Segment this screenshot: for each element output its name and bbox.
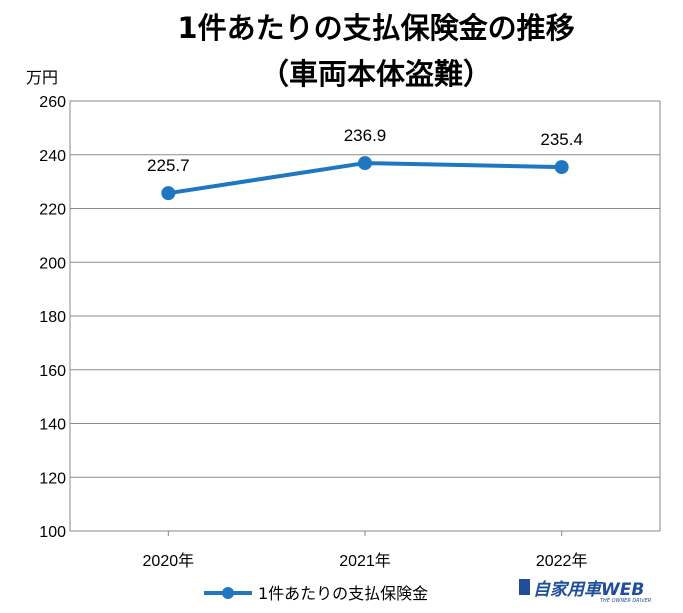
data-point	[358, 156, 372, 171]
y-tick-label: 100	[39, 524, 66, 541]
y-tick-label: 180	[39, 309, 66, 326]
chart-title: 1件あたりの支払保険金の推移	[177, 11, 574, 45]
data-label: 236.9	[344, 126, 387, 145]
y-axis-unit: 万円	[26, 68, 58, 87]
x-tick-label: 2021年	[339, 552, 391, 570]
legend: 1件あたりの支払保険金	[204, 584, 428, 603]
series-line	[161, 156, 569, 201]
logo-subtext: THE OWNER DRIVER	[600, 598, 651, 604]
legend-marker-swatch	[222, 587, 234, 599]
data-labels: 225.7 236.9 235.4	[147, 126, 583, 175]
y-tick-label: 160	[39, 363, 66, 380]
watermark-logo: 自家用車WEB THE OWNER DRIVER	[519, 579, 651, 604]
logo-badge	[519, 579, 530, 595]
x-axis: 2020年 2021年 2022年	[143, 531, 588, 570]
data-point	[161, 186, 176, 201]
data-label: 225.7	[147, 156, 190, 175]
y-tick-label: 260	[39, 94, 66, 111]
y-tick-label: 120	[39, 470, 66, 487]
data-label: 235.4	[540, 130, 583, 149]
x-tick-label: 2022年	[536, 552, 588, 570]
legend-label: 1件あたりの支払保険金	[258, 584, 428, 603]
logo-text: 自家用車WEB	[533, 580, 644, 600]
y-tick-label: 240	[39, 148, 66, 165]
y-axis: 100 120 140 160 180 200 220 240 260	[39, 94, 66, 541]
y-tick-label: 220	[39, 202, 66, 219]
data-point	[554, 160, 569, 175]
chart-subtitle: （車両本体盗難）	[260, 57, 492, 91]
x-tick-label: 2020年	[143, 552, 195, 570]
y-tick-label: 140	[39, 417, 66, 434]
y-tick-label: 200	[39, 255, 66, 272]
